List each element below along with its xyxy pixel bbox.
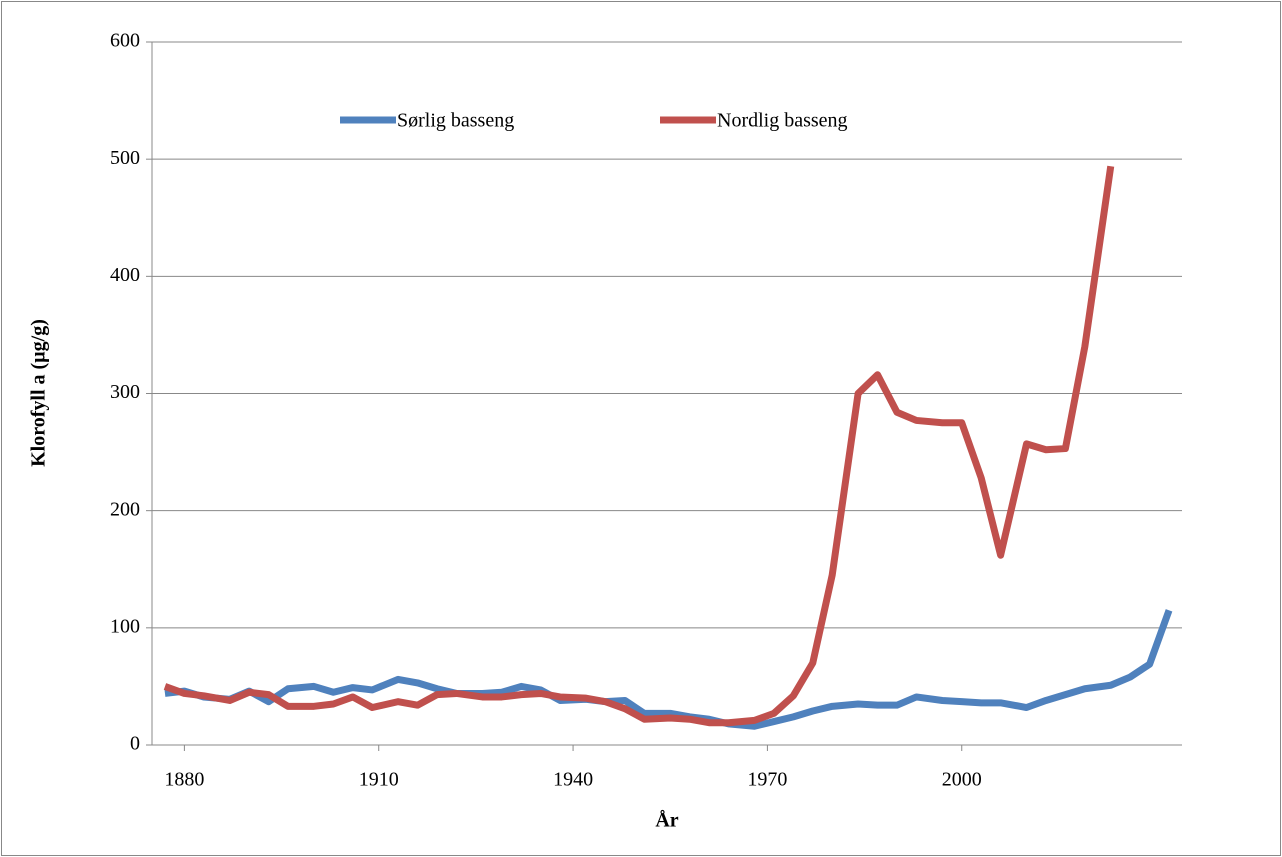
y-tick-label: 200 <box>110 498 140 520</box>
x-tick-label: 1970 <box>747 769 787 791</box>
x-tick-label: 2000 <box>942 769 982 791</box>
y-tick-label: 0 <box>130 733 140 755</box>
series-line <box>163 165 1115 727</box>
y-tick-label: 400 <box>110 264 140 286</box>
y-tick-label: 500 <box>110 147 140 169</box>
x-axis-label: År <box>655 809 678 832</box>
y-tick-label: 100 <box>110 615 140 637</box>
y-tick-label: 300 <box>110 381 140 403</box>
legend-label: Sørlig basseng <box>397 110 514 132</box>
y-axis-label: Klorofyll a (µg/g) <box>28 319 50 467</box>
series-line <box>164 609 1173 730</box>
y-tick-label: 600 <box>110 30 140 52</box>
legend-label: Nordlig basseng <box>717 110 848 132</box>
x-tick-label: 1910 <box>359 769 399 791</box>
x-tick-label: 1880 <box>164 769 204 791</box>
x-tick-label: 1940 <box>553 769 593 791</box>
